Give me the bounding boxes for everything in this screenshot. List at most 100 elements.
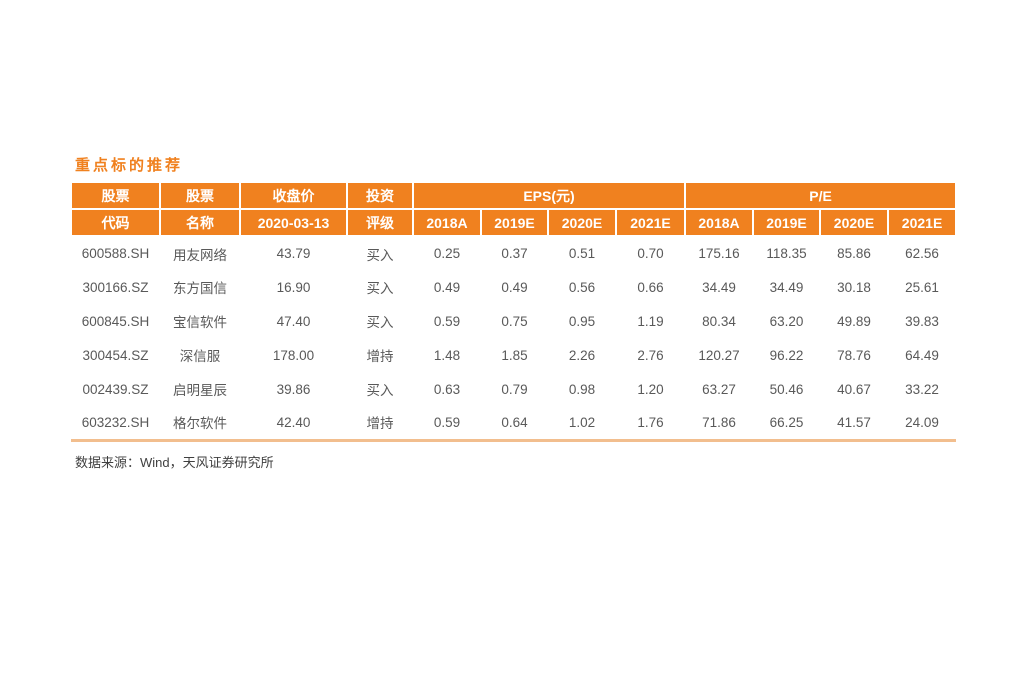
cell-pe-2020e: 49.89 bbox=[820, 304, 889, 338]
cell-eps-2020e: 0.95 bbox=[548, 304, 616, 338]
cell-stock-code: 600588.SH bbox=[71, 236, 160, 270]
cell-pe-2018a: 34.49 bbox=[685, 270, 754, 304]
cell-pe-2019e: 63.20 bbox=[753, 304, 821, 338]
cell-pe-2021e: 39.83 bbox=[888, 304, 957, 338]
cell-pe-2021e: 25.61 bbox=[888, 270, 957, 304]
cell-eps-2019e: 0.75 bbox=[481, 304, 548, 338]
header-stock-code-bottom: 代码 bbox=[70, 208, 161, 237]
cell-pe-2019e: 50.46 bbox=[753, 372, 821, 406]
cell-close-price: 16.90 bbox=[240, 270, 347, 304]
report-table-section: 重点标的推荐 股票 股票 收盘价 bbox=[70, 156, 958, 471]
cell-stock-code: 300454.SZ bbox=[71, 338, 160, 372]
table-row: 300166.SZ 东方国信 16.90 买入 0.49 0.49 0.56 0.66 34.4… bbox=[71, 270, 957, 304]
cell-eps-2020e: 2.26 bbox=[548, 338, 616, 372]
header-close-price-top: 收盘价 bbox=[239, 181, 348, 210]
cell-stock-name: 用友网络 bbox=[160, 236, 240, 270]
cell-stock-name: 宝信软件 bbox=[160, 304, 240, 338]
header-eps-2020e: 2020E bbox=[547, 208, 617, 237]
cell-pe-2020e: 30.18 bbox=[820, 270, 889, 304]
cell-pe-2021e: 24.09 bbox=[888, 406, 957, 440]
cell-pe-2018a: 71.86 bbox=[685, 406, 754, 440]
cell-eps-2018a: 0.63 bbox=[413, 372, 481, 406]
header-eps-2019e: 2019E bbox=[480, 208, 549, 237]
cell-rating: 增持 bbox=[347, 406, 413, 440]
cell-pe-2018a: 120.27 bbox=[685, 338, 754, 372]
table-body: 600588.SH 用友网络 43.79 买入 0.25 0.37 0.51 0.70 175.… bbox=[71, 236, 957, 440]
cell-stock-name: 深信服 bbox=[160, 338, 240, 372]
cell-stock-code: 603232.SH bbox=[71, 406, 160, 440]
cell-eps-2018a: 1.48 bbox=[413, 338, 481, 372]
cell-stock-code: 600845.SH bbox=[71, 304, 160, 338]
cell-eps-2019e: 0.64 bbox=[481, 406, 548, 440]
section-title: 重点标的推荐 bbox=[75, 157, 184, 174]
header-pe-2021e: 2021E bbox=[887, 208, 958, 237]
cell-eps-2021e: 0.66 bbox=[616, 270, 686, 304]
header-stock-code-top: 股票 bbox=[70, 181, 161, 210]
cell-pe-2019e: 34.49 bbox=[753, 270, 821, 304]
cell-eps-2018a: 0.49 bbox=[413, 270, 481, 304]
cell-rating: 买入 bbox=[347, 236, 413, 270]
header-pe-2020e: 2020E bbox=[819, 208, 890, 237]
cell-close-price: 43.79 bbox=[240, 236, 347, 270]
table-row: 600845.SH 宝信软件 47.40 买入 0.59 0.75 0.95 1.19 80.3… bbox=[71, 304, 957, 338]
cell-eps-2018a: 0.59 bbox=[413, 406, 481, 440]
cell-eps-2021e: 1.20 bbox=[616, 372, 686, 406]
cell-pe-2020e: 78.76 bbox=[820, 338, 889, 372]
cell-eps-2018a: 0.25 bbox=[413, 236, 481, 270]
cell-eps-2020e: 1.02 bbox=[548, 406, 616, 440]
cell-eps-2019e: 1.85 bbox=[481, 338, 548, 372]
header-pe-group: P/E bbox=[684, 181, 958, 210]
cell-pe-2018a: 80.34 bbox=[685, 304, 754, 338]
cell-eps-2020e: 0.51 bbox=[548, 236, 616, 270]
cell-close-price: 47.40 bbox=[240, 304, 347, 338]
cell-eps-2021e: 0.70 bbox=[616, 236, 686, 270]
cell-close-price: 39.86 bbox=[240, 372, 347, 406]
cell-pe-2020e: 40.67 bbox=[820, 372, 889, 406]
cell-stock-name: 东方国信 bbox=[160, 270, 240, 304]
header-eps-group: EPS(元) bbox=[411, 181, 687, 210]
cell-eps-2020e: 0.56 bbox=[548, 270, 616, 304]
header-stock-name-bottom: 名称 bbox=[159, 208, 241, 237]
cell-rating: 买入 bbox=[347, 304, 413, 338]
header-row-1: 股票 股票 收盘价 投资 EPS(元) P/E bbox=[70, 181, 958, 210]
header-pe-2018a: 2018A bbox=[684, 208, 755, 237]
cell-pe-2020e: 41.57 bbox=[820, 406, 889, 440]
cell-eps-2019e: 0.79 bbox=[481, 372, 548, 406]
table-row: 300454.SZ 深信服 178.00 增持 1.48 1.85 2.26 2.76 120.… bbox=[71, 338, 957, 372]
cell-pe-2021e: 64.49 bbox=[888, 338, 957, 372]
header-eps-2018a: 2018A bbox=[412, 208, 482, 237]
cell-pe-2021e: 33.22 bbox=[888, 372, 957, 406]
table-header: 股票 股票 收盘价 投资 EPS(元) P/E 代码 名称 2020-03-13… bbox=[70, 181, 958, 237]
cell-eps-2021e: 1.19 bbox=[616, 304, 686, 338]
header-rating-top: 投资 bbox=[346, 181, 414, 210]
cell-close-price: 178.00 bbox=[240, 338, 347, 372]
stock-recommendation-table: 股票 股票 收盘价 投资 EPS(元) P/E 代码 名称 2020-03-13… bbox=[70, 181, 958, 442]
header-stock-name-top: 股票 bbox=[159, 181, 241, 210]
cell-pe-2018a: 175.16 bbox=[685, 236, 754, 270]
table-row: 600588.SH 用友网络 43.79 买入 0.25 0.37 0.51 0.70 175.… bbox=[71, 236, 957, 270]
cell-close-price: 42.40 bbox=[240, 406, 347, 440]
cell-eps-2019e: 0.49 bbox=[481, 270, 548, 304]
header-rating-bottom: 评级 bbox=[346, 208, 414, 237]
cell-pe-2020e: 85.86 bbox=[820, 236, 889, 270]
cell-eps-2019e: 0.37 bbox=[481, 236, 548, 270]
cell-pe-2019e: 118.35 bbox=[753, 236, 821, 270]
cell-eps-2021e: 1.76 bbox=[616, 406, 686, 440]
cell-stock-code: 002439.SZ bbox=[71, 372, 160, 406]
cell-stock-name: 启明星辰 bbox=[160, 372, 240, 406]
table-row: 002439.SZ 启明星辰 39.86 买入 0.63 0.79 0.98 1.20 63.2… bbox=[71, 372, 957, 406]
header-close-price-date: 2020-03-13 bbox=[239, 208, 348, 237]
cell-pe-2019e: 96.22 bbox=[753, 338, 821, 372]
cell-pe-2021e: 62.56 bbox=[888, 236, 957, 270]
cell-stock-code: 300166.SZ bbox=[71, 270, 160, 304]
cell-eps-2018a: 0.59 bbox=[413, 304, 481, 338]
data-source-note: 数据来源：Wind，天风证券研究所 bbox=[75, 454, 274, 470]
cell-eps-2020e: 0.98 bbox=[548, 372, 616, 406]
cell-rating: 增持 bbox=[347, 338, 413, 372]
cell-pe-2019e: 66.25 bbox=[753, 406, 821, 440]
cell-eps-2021e: 2.76 bbox=[616, 338, 686, 372]
cell-rating: 买入 bbox=[347, 270, 413, 304]
cell-stock-name: 格尔软件 bbox=[160, 406, 240, 440]
cell-pe-2018a: 63.27 bbox=[685, 372, 754, 406]
